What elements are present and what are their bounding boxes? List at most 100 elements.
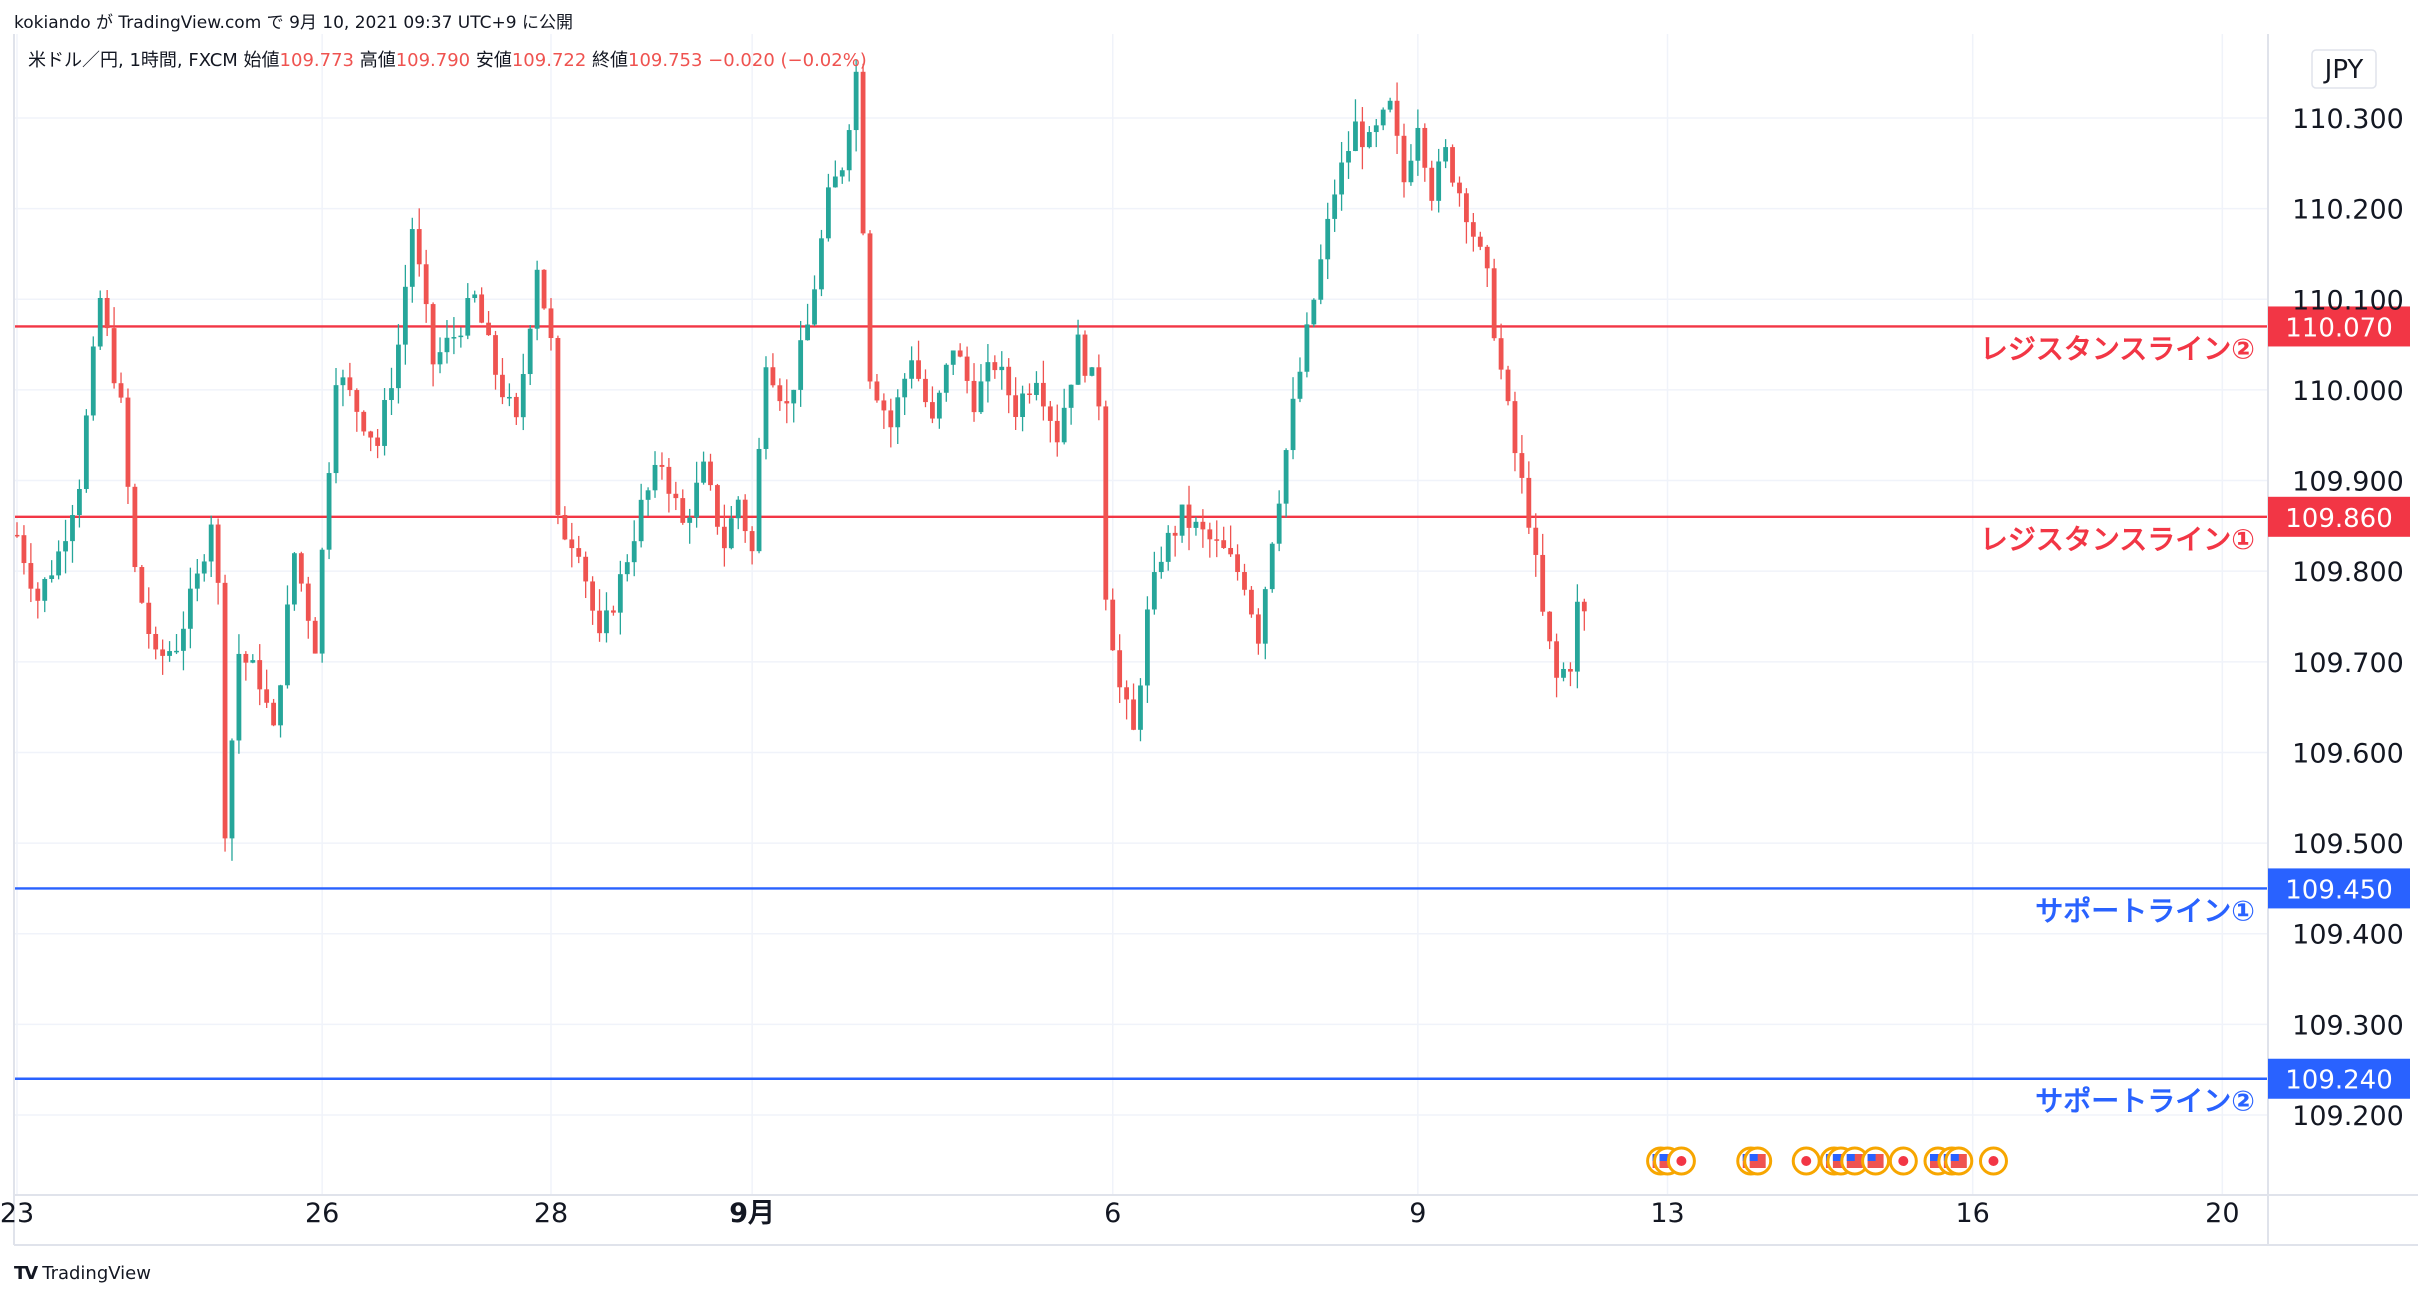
candle-body (382, 400, 387, 446)
candle-body (465, 298, 471, 336)
legend-part: 安値 (476, 50, 512, 71)
candle-body (479, 294, 485, 323)
event-markers (1646, 1146, 2008, 1176)
currency-badge[interactable] (2311, 49, 2377, 89)
candle-body (1519, 453, 1525, 478)
candle-body (1505, 369, 1511, 402)
candle-body (1255, 614, 1261, 644)
candle-body (1332, 194, 1338, 219)
candle-body (1366, 132, 1372, 148)
candle-body (1200, 521, 1206, 530)
candles (14, 59, 1587, 861)
candle-body (396, 344, 401, 389)
candle-body (285, 604, 290, 686)
candle-body (160, 649, 166, 656)
candle-body (1554, 641, 1559, 678)
chart-frame (13, 34, 2418, 1246)
price-tick-label: 109.300 (2292, 1010, 2404, 1041)
candle-body (423, 264, 429, 305)
candle-body (347, 377, 353, 391)
time-tick-label: 23 (0, 1198, 34, 1229)
currency-label[interactable]: JPY (2311, 49, 2377, 89)
candle-body (701, 461, 706, 483)
candle-body (999, 366, 1005, 371)
candle-body (971, 380, 977, 413)
candle-body (1034, 382, 1039, 395)
candle-body (936, 392, 942, 419)
candle-body (1145, 609, 1150, 686)
candle-body (139, 567, 145, 603)
candle-body (583, 556, 589, 582)
candle-body (250, 660, 256, 663)
time-tick-label: 20 (2205, 1198, 2239, 1229)
candle-body (1193, 521, 1199, 528)
time-axis[interactable]: 23 26 28 9月 6 9 13 16 20 (0, 1198, 2240, 1229)
candle-body (964, 356, 970, 381)
candle-body (784, 401, 790, 404)
time-tick-label: 16 (1955, 1198, 1989, 1229)
symbol-legend: 米ドル／円, 1時間, FXCM 始値109.773 高値109.790 安値1… (28, 50, 867, 71)
resistance-line-label: レジスタンスライン① (1980, 523, 2255, 556)
candle-body (916, 360, 921, 379)
candle-body (1075, 334, 1081, 385)
candle-body (1249, 589, 1254, 615)
candle-body (28, 563, 34, 589)
candle-body (1262, 589, 1268, 644)
candle-body (624, 562, 630, 575)
candle-body (1061, 407, 1067, 443)
candle-body (437, 352, 443, 365)
price-axis[interactable]: 110.070 109.860 109.450 109.240 110.300 110.2… (2268, 104, 2410, 1132)
candle-body (1103, 406, 1109, 600)
candle-body (604, 610, 609, 634)
candle-body (77, 488, 82, 516)
candle-body (409, 229, 415, 287)
support-line-label: サポートライン① (2035, 894, 2255, 927)
candle-body (1304, 324, 1310, 372)
price-tick-label: 109.400 (2292, 920, 2404, 951)
legend-part: −0.020 (−0.02%) (708, 50, 867, 71)
candle-body (506, 396, 512, 399)
candle-body (992, 362, 998, 371)
candle-body (1422, 127, 1428, 168)
us-flag-canton (1929, 1154, 1938, 1161)
legend-part: 109.722 (512, 50, 592, 71)
candle-body (1339, 162, 1344, 195)
candle-body (777, 385, 783, 402)
candle-body (1359, 121, 1365, 148)
candle-body (125, 397, 131, 487)
candle-body (1415, 127, 1421, 161)
candle-body (597, 610, 602, 634)
candle-body (541, 269, 547, 309)
candle-body (194, 573, 200, 589)
candle-body (1124, 687, 1129, 700)
candle-body (1581, 601, 1587, 612)
candle-body (978, 381, 984, 413)
resistance-price-tag-label: 109.860 (2285, 504, 2393, 534)
time-tick-label: 26 (305, 1198, 339, 1229)
time-tick-label: 9月 (729, 1198, 775, 1229)
candle-body (1235, 554, 1240, 573)
candle-body (1512, 401, 1518, 454)
candle-body (825, 187, 831, 239)
candle-body (1443, 147, 1449, 162)
candle-body (42, 578, 48, 601)
candle-body (1117, 650, 1123, 688)
candle-body (659, 464, 665, 467)
candle-body (1346, 151, 1351, 163)
candle-body (1387, 100, 1393, 110)
candle-body (500, 374, 505, 398)
candle-body (1172, 532, 1178, 536)
tradingview-brand[interactable]: 𝗧𝗩 TradingView (14, 1263, 151, 1284)
candle-body (1491, 268, 1497, 339)
time-tick-label: 28 (534, 1198, 568, 1229)
candle-body (132, 486, 138, 568)
candle-body (361, 411, 367, 432)
candle-body (1325, 218, 1331, 260)
candle-body (645, 490, 651, 500)
candle-body (298, 553, 304, 584)
candle-body (534, 269, 540, 329)
candle-body (1318, 259, 1324, 300)
support-price-tag (2268, 868, 2410, 909)
candle-body (902, 378, 908, 398)
